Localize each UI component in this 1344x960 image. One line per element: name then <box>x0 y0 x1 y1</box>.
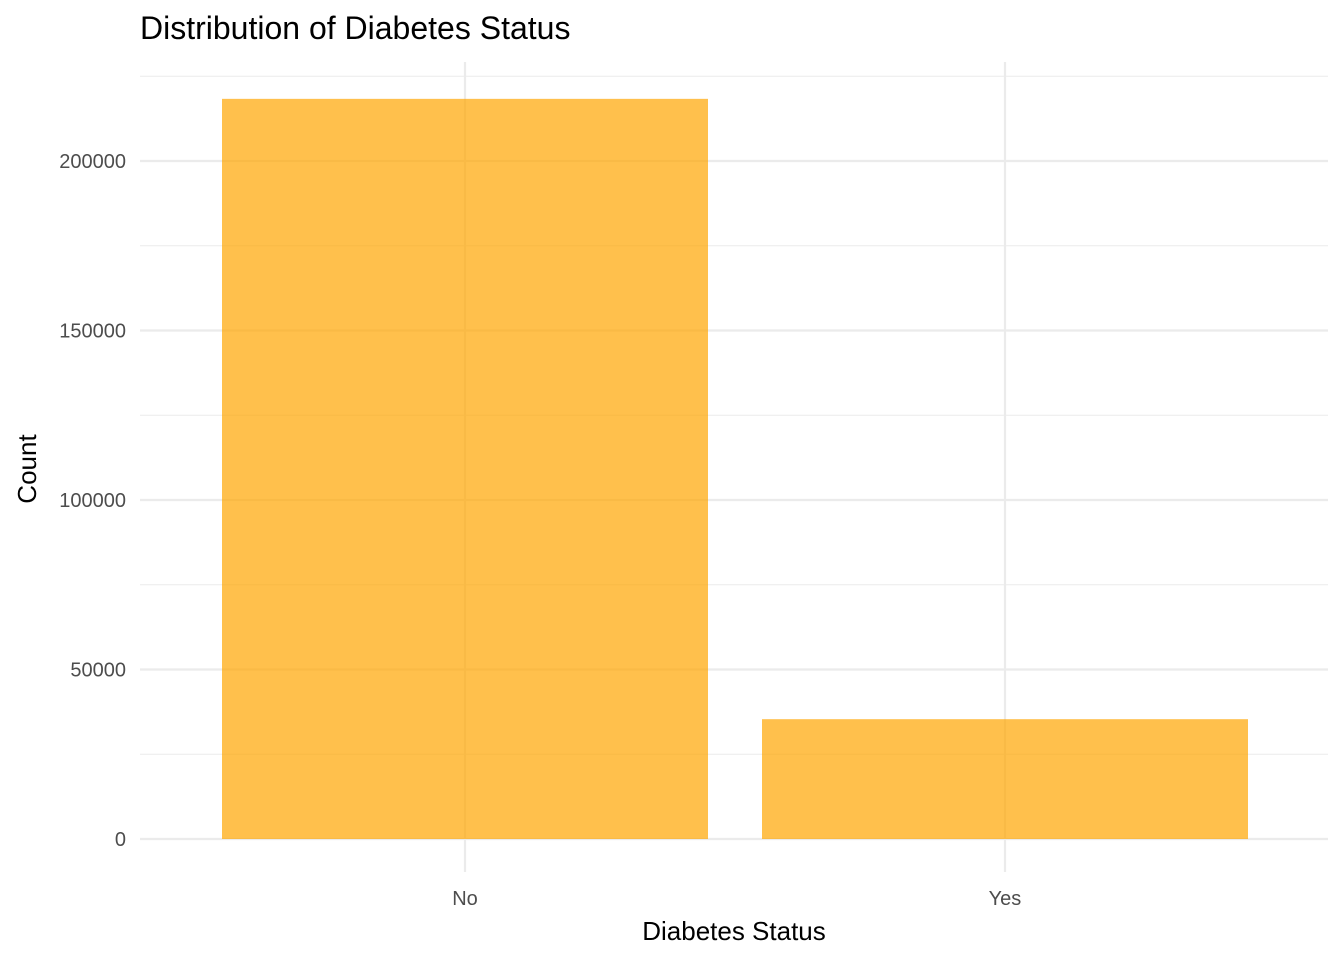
bars <box>222 98 1248 840</box>
y-tick-label: 50000 <box>70 660 126 682</box>
x-tick-label: Yes <box>989 888 1022 910</box>
y-tick-label: 200000 <box>59 151 126 173</box>
x-axis-title: Diabetes Status <box>642 916 826 946</box>
y-tick-label: 0 <box>115 829 126 851</box>
bar-no <box>222 98 708 840</box>
y-axis-ticks: 0 50000 100000 150000 200000 <box>59 151 126 851</box>
bar-yes <box>762 719 1248 839</box>
x-axis-ticks: No Yes <box>452 888 1021 910</box>
x-tick-label: No <box>452 888 478 910</box>
y-tick-label: 100000 <box>59 490 126 512</box>
chart-title: Distribution of Diabetes Status <box>140 10 570 46</box>
y-axis-title: Count <box>12 434 42 504</box>
y-tick-label: 150000 <box>59 321 126 343</box>
